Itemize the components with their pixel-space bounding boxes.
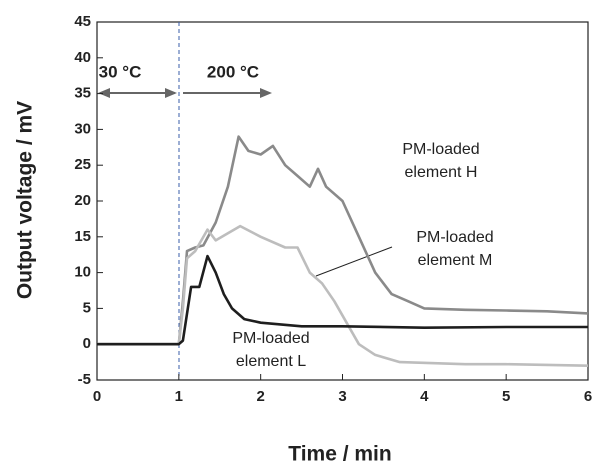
arrow-head: [165, 88, 177, 98]
y-tick-label: 0: [83, 335, 91, 352]
y-tick-label: 15: [74, 228, 91, 245]
x-tick-label: 6: [584, 388, 592, 405]
x-tick-label: 2: [256, 388, 264, 405]
arrow-head: [98, 88, 110, 98]
leader-line: [315, 246, 393, 277]
y-tick-label: -5: [78, 371, 91, 388]
x-tick-label: 4: [420, 388, 429, 405]
series-label: PM-loaded: [402, 141, 479, 158]
temp-label: 30 °C: [99, 62, 142, 81]
series-label: PM-loaded: [232, 330, 309, 347]
temp-label: 200 °C: [207, 62, 259, 81]
x-tick-label: 3: [338, 388, 346, 405]
x-tick-label: 0: [93, 388, 101, 405]
y-tick-label: 40: [74, 49, 91, 66]
x-axis-label: Time / min: [288, 443, 391, 466]
series-line: [97, 224, 589, 367]
y-tick-label: 20: [74, 192, 91, 209]
x-tick-label: 1: [175, 388, 183, 405]
y-tick-label: 35: [74, 85, 91, 102]
y-tick-label: 45: [74, 13, 91, 30]
x-tick-label: 5: [502, 388, 510, 405]
y-tick-label: 25: [74, 156, 91, 173]
series-label: PM-loaded: [416, 229, 493, 246]
series-label: element M: [418, 252, 493, 269]
y-tick-label: 30: [74, 120, 91, 137]
series-label: element H: [405, 164, 478, 181]
y-tick-label: 10: [74, 264, 91, 281]
series-label: element L: [236, 353, 306, 370]
series-line: [97, 135, 589, 346]
y-tick-label: 5: [83, 299, 91, 316]
y-axis-label: Output voltage / mV: [14, 101, 37, 299]
series-line: [97, 254, 588, 346]
arrow-head: [260, 88, 272, 98]
